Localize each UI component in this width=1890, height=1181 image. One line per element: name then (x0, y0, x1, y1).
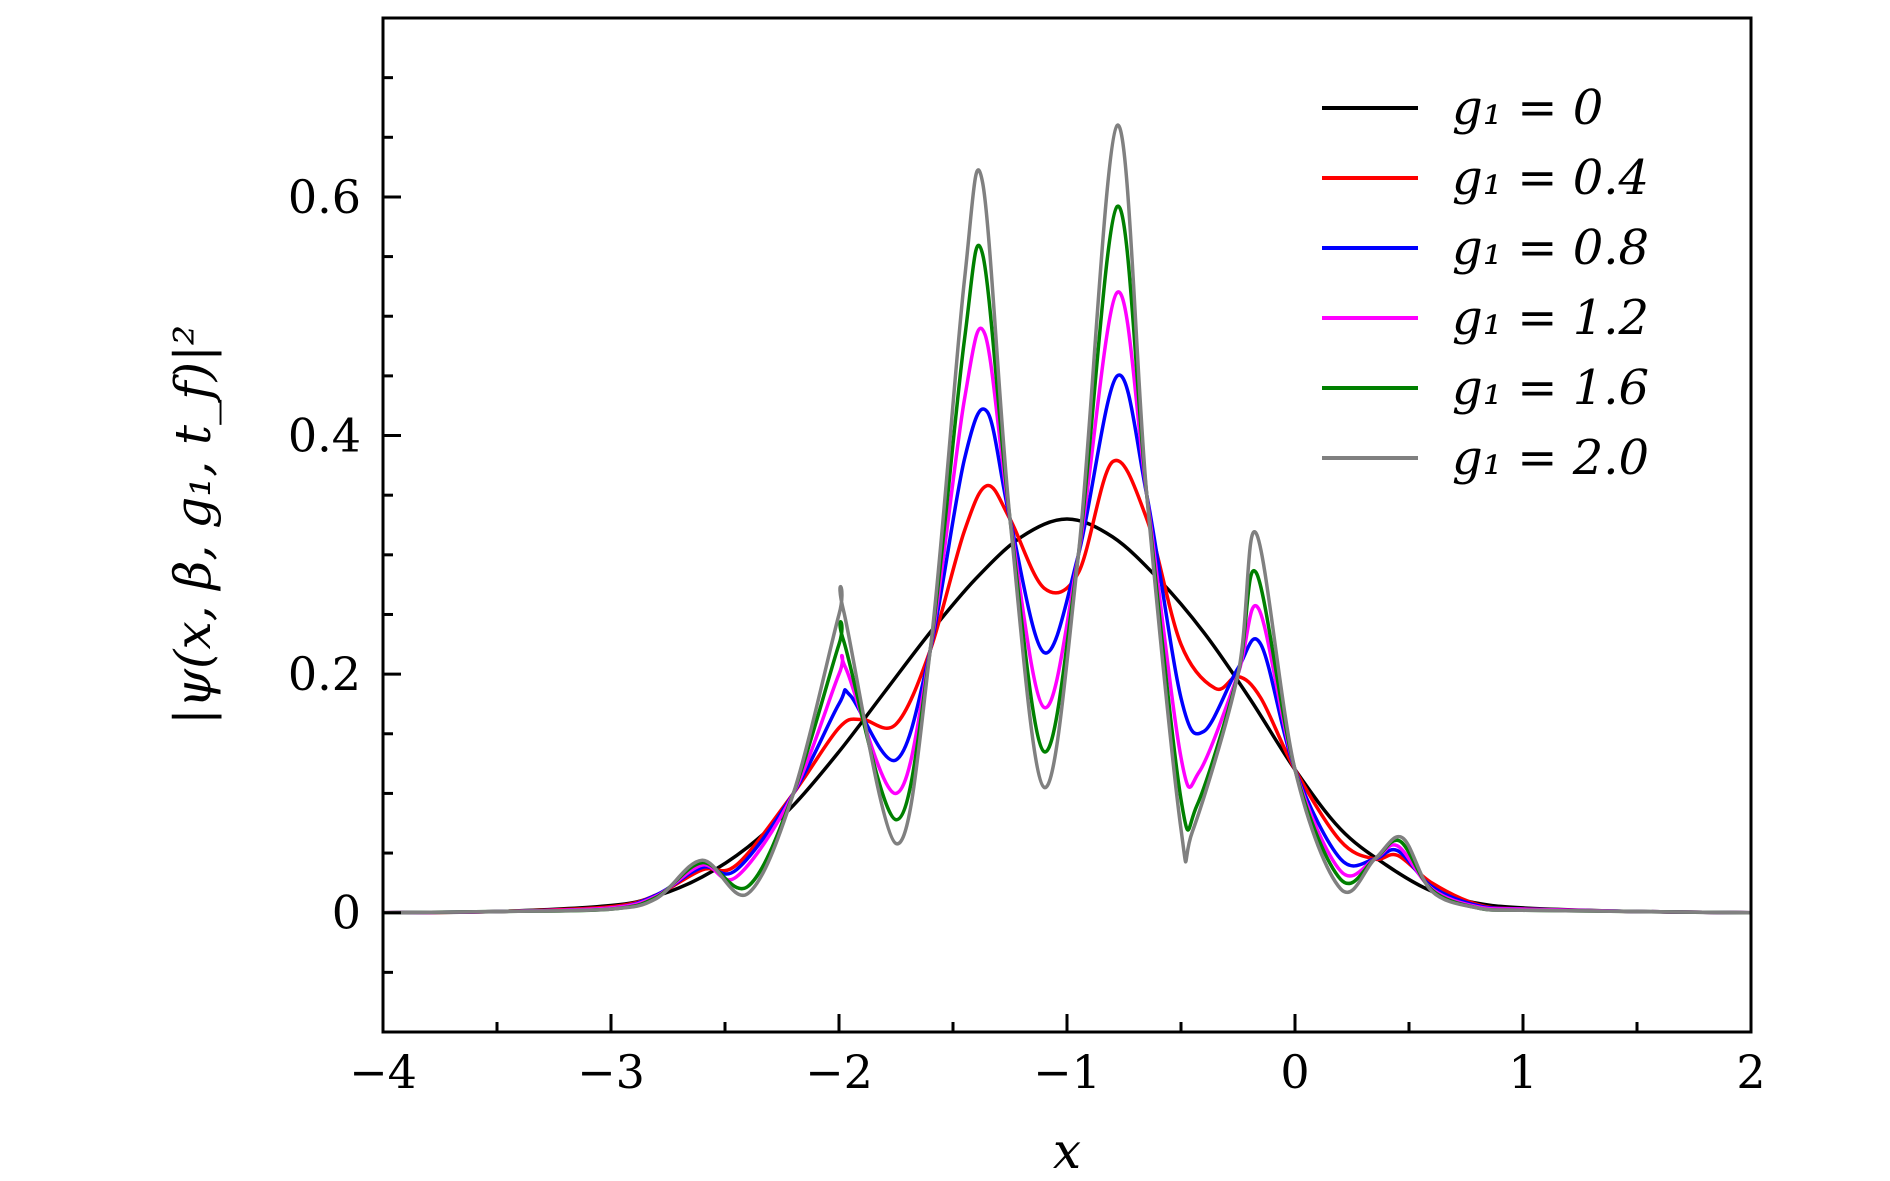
legend-item-3: g₁ = 1.2 (1322, 290, 1649, 346)
y-tick-label: 0.4 (288, 409, 361, 463)
legend-item-5: g₁ = 2.0 (1322, 430, 1649, 486)
legend-item-0: g₁ = 0 (1322, 80, 1603, 136)
x-tick-label: −4 (349, 1045, 417, 1099)
series-line-1 (383, 458, 1751, 915)
series-layer (383, 123, 1751, 915)
x-tick-label: 2 (1736, 1045, 1765, 1099)
y-axis-title: |ψ(x, β, g₁, t_f)|² (164, 325, 222, 725)
y-tick-label: 0.6 (288, 170, 361, 224)
tick-labels-layer: −4 −3 −2 −1 0 1 2 0 0.2 0.4 0.6 (288, 170, 1766, 1099)
series-line-5 (383, 123, 1751, 915)
legend-label: g₁ = 0.4 (1452, 150, 1649, 206)
legend-label: g₁ = 1.2 (1452, 290, 1649, 346)
x-tick-label: −3 (577, 1045, 645, 1099)
ticks-layer (381, 76, 1753, 1034)
x-axis-title: x (1053, 1122, 1081, 1180)
x-tick-label: 1 (1508, 1045, 1537, 1099)
legend-item-1: g₁ = 0.4 (1322, 150, 1649, 206)
x-tick-label: −1 (1033, 1045, 1101, 1099)
legend-label: g₁ = 1.6 (1452, 360, 1649, 416)
y-tick-label: 0.2 (288, 647, 361, 701)
legend-label: g₁ = 0 (1452, 80, 1603, 136)
x-tick-label: 0 (1280, 1045, 1309, 1099)
y-tick-label: 0 (332, 886, 361, 940)
series-line-0 (383, 517, 1751, 915)
legend-item-2: g₁ = 0.8 (1322, 220, 1649, 276)
x-tick-label: −2 (805, 1045, 873, 1099)
legend-label: g₁ = 0.8 (1452, 220, 1649, 276)
legend-label: g₁ = 2.0 (1452, 430, 1649, 486)
legend: g₁ = 0 g₁ = 0.4 g₁ = 0.8 g₁ = 1.2 g₁ = 1.6 g₁… (1322, 80, 1649, 486)
legend-item-4: g₁ = 1.6 (1322, 360, 1649, 416)
